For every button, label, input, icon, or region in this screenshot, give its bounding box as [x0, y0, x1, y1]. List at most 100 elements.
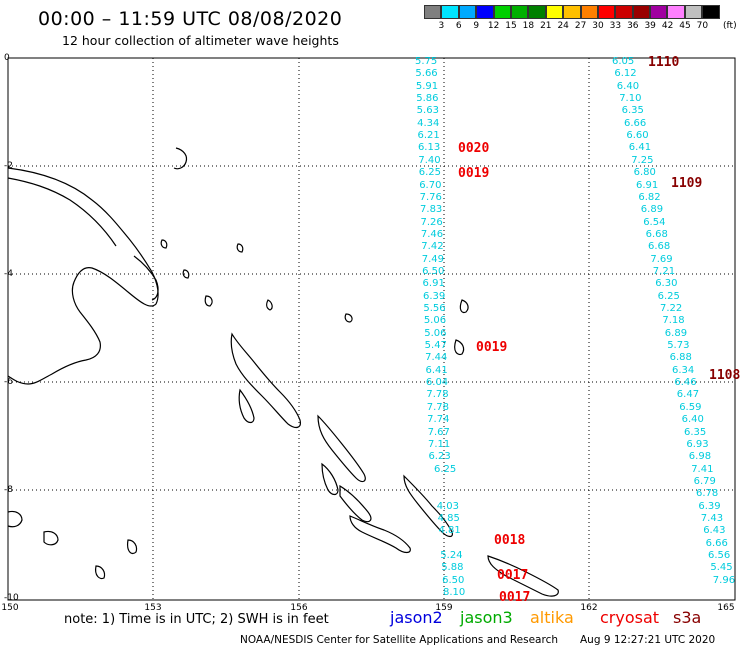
swh-value: 6.30	[655, 278, 678, 290]
swh-value: 6.54	[643, 216, 666, 228]
swh-value: 5.56	[423, 303, 446, 314]
scale-label: 6	[455, 21, 462, 31]
island	[95, 565, 106, 580]
pass-time-label: 0019	[476, 340, 508, 355]
swh-value: 6.50	[422, 265, 445, 277]
legend-cryosat: cryosat	[600, 608, 660, 627]
swh-value: 6.41	[628, 142, 652, 154]
swh-value: 6.70	[419, 179, 442, 191]
swh-value: 5.47	[424, 340, 447, 352]
pass-time-label: 1108	[709, 368, 740, 383]
swh-value: 7.67	[427, 426, 450, 438]
swh-value: 7.76	[419, 191, 442, 203]
x-tick: 165	[717, 603, 735, 613]
swh-value: 7.78	[426, 401, 450, 413]
island	[230, 332, 301, 429]
island	[321, 462, 339, 496]
scale-swatch	[441, 5, 459, 19]
swh-value: 6.60	[626, 130, 649, 142]
scale-label: 27	[574, 21, 587, 31]
pass-time-label: 0017	[499, 590, 531, 605]
y-tick: -2	[4, 161, 13, 171]
legend-jason2: jason2	[390, 608, 443, 627]
swh-value: 6.88	[669, 352, 692, 364]
pass-time-label: 0017	[497, 568, 529, 583]
scale-swatch	[684, 5, 703, 19]
swh-value: 6.82	[638, 191, 661, 203]
island	[204, 295, 213, 307]
pass-time-label: 0019	[458, 166, 490, 181]
scale-swatch	[545, 5, 564, 19]
y-tick: -8	[4, 485, 13, 495]
scale-swatch	[597, 5, 616, 19]
scale-swatch	[493, 5, 511, 19]
island	[266, 299, 273, 311]
swh-value: 6.34	[672, 364, 695, 376]
scale-swatch	[424, 5, 442, 19]
swh-value: 6.25	[434, 463, 457, 475]
swh-value: 6.23	[428, 451, 451, 463]
y-tick: 0	[4, 53, 10, 63]
island	[238, 388, 255, 424]
swh-value: 7.41	[691, 463, 714, 475]
swh-value: 6.39	[698, 500, 721, 512]
swh-value: 5.91	[415, 80, 439, 92]
swh-value: 4.85	[437, 512, 460, 524]
legend-s3a: s3a	[673, 608, 702, 627]
swh-value: 6.43	[703, 525, 726, 537]
x-tick: 156	[290, 603, 308, 613]
swh-value: 7.83	[420, 204, 443, 216]
scale-label: 3	[438, 21, 445, 31]
scale-label: 15	[505, 21, 517, 31]
swh-value: 7.49	[421, 253, 444, 265]
swh-value: 8.10	[443, 587, 466, 599]
swh-value: 7.78	[426, 389, 449, 401]
swh-value: 5.06	[423, 315, 447, 327]
island	[339, 484, 372, 523]
swh-value: 6.68	[648, 241, 671, 253]
island	[454, 339, 465, 356]
swh-value: 6.79	[693, 475, 716, 487]
swh-value: 7.11	[428, 438, 451, 450]
scale-swatch	[615, 5, 633, 19]
swh-value: 7.74	[427, 414, 450, 426]
scale-swatch	[580, 5, 598, 19]
pass-time-label: 0018	[494, 533, 526, 548]
island	[349, 515, 411, 554]
island	[127, 539, 138, 555]
swh-value: 6.89	[664, 327, 688, 339]
island	[317, 414, 366, 483]
swh-value: 5.75	[415, 56, 438, 67]
x-tick: 150	[1, 603, 19, 613]
swh-value: 7.69	[650, 253, 673, 265]
swh-value: 6.80	[633, 167, 656, 179]
scale-label: 39	[644, 21, 656, 31]
scale-swatch	[702, 5, 720, 19]
new-britain-coast	[133, 255, 159, 301]
scale-label: 9	[473, 21, 480, 31]
swh-value: 5.63	[416, 105, 439, 117]
swh-value: 5.86	[416, 93, 439, 105]
footnote: note: 1) Time is in UTC; 2) SWH is in fe…	[64, 612, 329, 627]
scale-label: 21	[540, 21, 552, 31]
scale-label: 30	[592, 21, 604, 31]
scale-label: 42	[661, 21, 674, 31]
scale-label: 33	[609, 21, 622, 31]
swh-value: 6.68	[645, 228, 668, 240]
swh-value: 7.26	[420, 216, 443, 228]
x-tick: 162	[580, 603, 598, 613]
island	[160, 239, 168, 249]
chart-title: 00:00 – 11:59 UTC 08/08/2020	[38, 8, 343, 30]
swh-value: 7.40	[418, 154, 441, 166]
island	[43, 530, 59, 546]
scale-swatch	[476, 5, 494, 19]
y-tick: -10	[4, 593, 19, 603]
scale-swatch	[632, 5, 651, 19]
swh-value: 6.12	[614, 68, 637, 80]
new-guinea-coast-north	[7, 177, 117, 247]
swh-value: 6.89	[640, 204, 664, 216]
x-tick: 159	[435, 603, 453, 613]
scale-label: 36	[627, 21, 639, 31]
y-tick: -4	[4, 269, 13, 279]
swh-value: 7.25	[631, 154, 654, 166]
